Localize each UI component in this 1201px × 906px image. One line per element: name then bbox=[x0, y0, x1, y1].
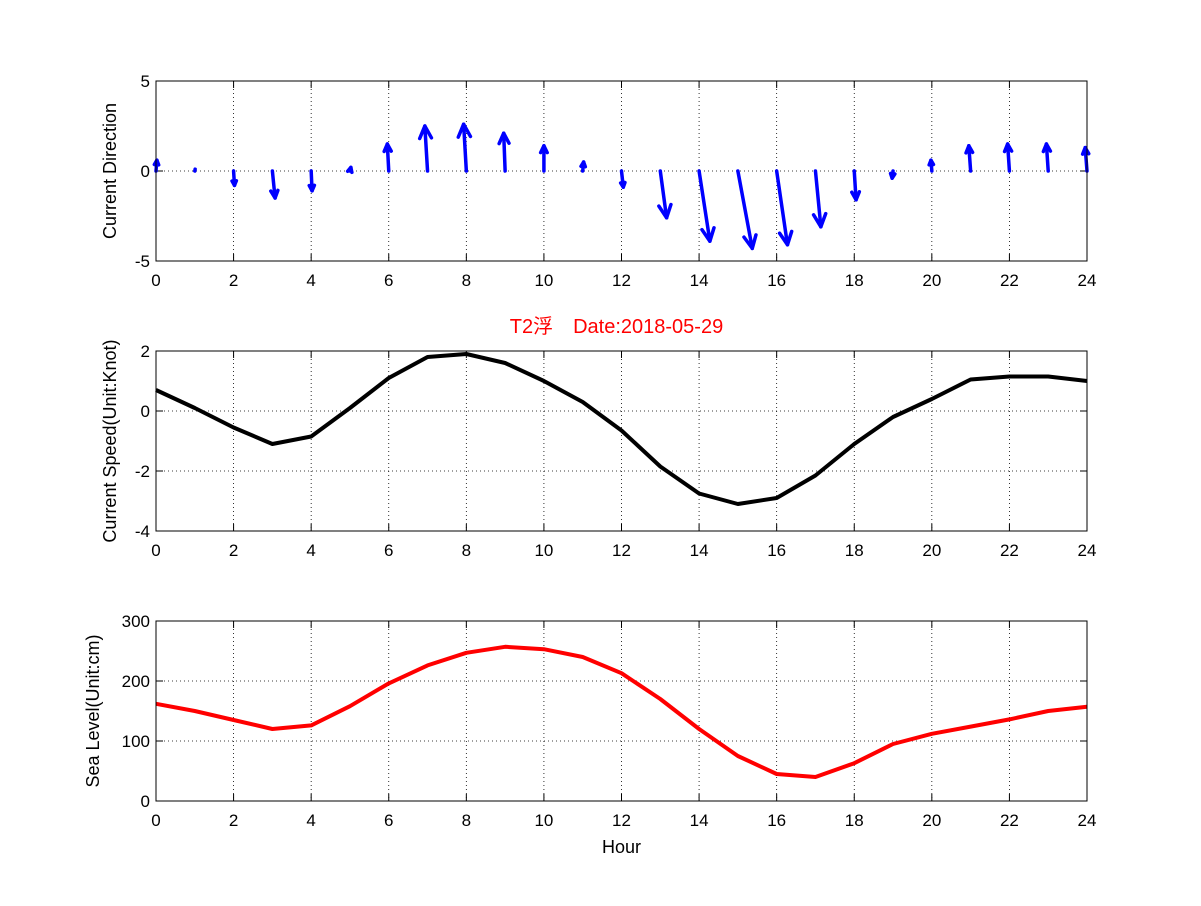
sea-level-x-tick-label: 16 bbox=[767, 811, 786, 830]
sea-level-y-tick-label: 0 bbox=[141, 792, 150, 811]
current-arrow bbox=[966, 146, 973, 171]
sea-level-x-tick-label: 20 bbox=[922, 811, 941, 830]
sea-level-x-tick-label: 18 bbox=[845, 811, 864, 830]
sea-level-x-tick-label: 0 bbox=[151, 811, 160, 830]
current-direction-x-tick-label: 22 bbox=[1000, 271, 1019, 290]
sea-level-y-tick-label: 100 bbox=[122, 732, 150, 751]
current-arrow bbox=[699, 171, 714, 241]
current-speed-x-tick-label: 8 bbox=[462, 541, 471, 560]
current-arrow bbox=[1043, 144, 1050, 171]
sea-level-x-tick-label: 6 bbox=[384, 811, 393, 830]
current-arrow bbox=[271, 171, 278, 198]
arrow-head bbox=[621, 182, 625, 187]
sea-level-x-tick-label: 10 bbox=[534, 811, 553, 830]
current-arrow bbox=[581, 162, 585, 171]
current-arrow bbox=[1005, 144, 1012, 171]
current-speed-x-tick-label: 10 bbox=[534, 541, 553, 560]
current-speed-y-tick-label: 0 bbox=[141, 402, 150, 421]
current-direction-x-tick-label: 0 bbox=[151, 271, 160, 290]
chart-title: T2浮 Date:2018-05-29 bbox=[510, 315, 723, 338]
current-speed-x-tick-label: 6 bbox=[384, 541, 393, 560]
current-arrow bbox=[814, 171, 826, 227]
current-speed-x-tick-label: 0 bbox=[151, 541, 160, 560]
sea-level-x-tick-label: 14 bbox=[690, 811, 709, 830]
sea-level-x-tick-label: 22 bbox=[1000, 811, 1019, 830]
current-arrow bbox=[384, 144, 391, 171]
current-direction-x-tick-label: 10 bbox=[534, 271, 553, 290]
current-arrow bbox=[458, 124, 470, 171]
sea-level-x-tick-label: 12 bbox=[612, 811, 631, 830]
current-direction-x-tick-label: 16 bbox=[767, 271, 786, 290]
current-direction-x-tick-label: 24 bbox=[1078, 271, 1097, 290]
current-speed-y-tick-label: -2 bbox=[135, 462, 150, 481]
arrow-head bbox=[154, 160, 158, 165]
current-direction-y-axis-label: Current Direction bbox=[100, 103, 120, 239]
current-speed-y-tick-label: -4 bbox=[135, 522, 150, 541]
current-direction-x-tick-label: 4 bbox=[306, 271, 315, 290]
current-speed-x-tick-label: 20 bbox=[922, 541, 941, 560]
current-direction-y-tick-label: 0 bbox=[141, 162, 150, 181]
current-arrow bbox=[659, 171, 671, 218]
sea-level-x-tick-label: 4 bbox=[306, 811, 315, 830]
current-arrow bbox=[929, 160, 933, 171]
current-speed-x-tick-label: 2 bbox=[229, 541, 238, 560]
current-arrow bbox=[309, 171, 314, 191]
current-direction-x-tick-label: 14 bbox=[690, 271, 709, 290]
current-arrow bbox=[621, 171, 625, 187]
current-speed-x-tick-label: 24 bbox=[1078, 541, 1097, 560]
arrow-head bbox=[581, 162, 585, 167]
current-arrow bbox=[777, 171, 792, 245]
current-speed-x-tick-label: 12 bbox=[612, 541, 631, 560]
current-direction-x-tick-label: 6 bbox=[384, 271, 393, 290]
current-direction-x-tick-label: 8 bbox=[462, 271, 471, 290]
current-arrow bbox=[541, 146, 548, 171]
sea-level-x-axis-label: Hour bbox=[602, 837, 641, 857]
sea-level-y-axis-label: Sea Level(Unit:cm) bbox=[83, 634, 103, 787]
current-direction-x-tick-label: 2 bbox=[229, 271, 238, 290]
current-speed-x-tick-label: 18 bbox=[845, 541, 864, 560]
current-direction-y-tick-label: 5 bbox=[141, 72, 150, 91]
current-arrow bbox=[891, 171, 895, 178]
sea-level-x-tick-label: 24 bbox=[1078, 811, 1097, 830]
arrow-head bbox=[929, 160, 933, 165]
sea-level-y-tick-label: 300 bbox=[122, 612, 150, 631]
current-speed-y-axis-label: Current Speed(Unit:Knot) bbox=[100, 339, 120, 542]
current-arrow bbox=[420, 126, 432, 171]
current-speed-x-tick-label: 22 bbox=[1000, 541, 1019, 560]
current-speed-series-line bbox=[156, 354, 1087, 504]
sea-level-y-tick-label: 200 bbox=[122, 672, 150, 691]
current-direction-x-tick-label: 20 bbox=[922, 271, 941, 290]
sea-level-x-tick-label: 2 bbox=[229, 811, 238, 830]
sea-level-x-tick-label: 8 bbox=[462, 811, 471, 830]
current-direction-y-tick-label: -5 bbox=[135, 252, 150, 271]
arrow-head bbox=[232, 181, 236, 186]
arrow-head bbox=[891, 173, 895, 178]
current-arrow bbox=[1083, 148, 1089, 171]
current-arrow bbox=[154, 160, 158, 171]
current-arrow bbox=[499, 133, 509, 171]
current-arrow bbox=[232, 171, 236, 185]
current-speed-x-tick-label: 4 bbox=[306, 541, 315, 560]
current-speed-x-tick-label: 14 bbox=[690, 541, 709, 560]
current-direction-x-tick-label: 12 bbox=[612, 271, 631, 290]
current-arrow bbox=[852, 171, 860, 200]
current-direction-x-tick-label: 18 bbox=[845, 271, 864, 290]
current-speed-x-tick-label: 16 bbox=[767, 541, 786, 560]
current-speed-y-tick-label: 2 bbox=[141, 342, 150, 361]
current-arrow bbox=[348, 167, 352, 172]
current-arrow bbox=[738, 171, 756, 248]
